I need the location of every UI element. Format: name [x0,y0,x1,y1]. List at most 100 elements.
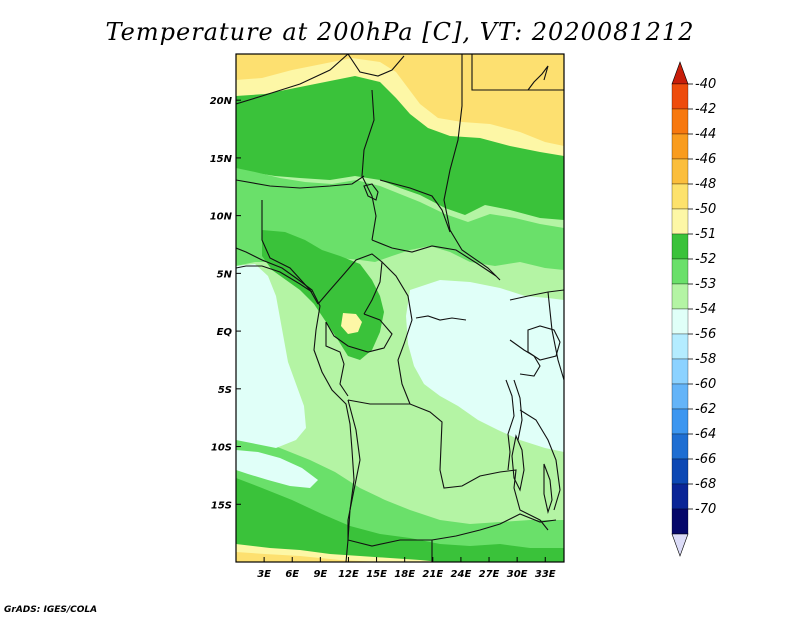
colorbar-label: -64 [695,427,716,442]
colorbar-label: -70 [695,502,716,517]
colorbar-swatch [671,183,689,210]
lon-tick-label: 6E [285,569,299,580]
colorbar-swatch [671,308,689,335]
border-drc-n [381,261,413,405]
temperature-field [236,54,564,562]
lat-tick-label: 15S [211,500,232,511]
lon-tick-label: 3E [257,569,271,580]
border-cameroon [317,253,383,315]
field-warm-south [236,552,380,562]
colorbar-label: -44 [695,127,716,142]
red-sea-coast [527,65,549,91]
field-darkgreen-south [236,478,564,562]
colorbar-swatch [671,433,689,460]
colorbar-label: -68 [695,477,716,492]
congo-river [415,315,467,321]
field-cyan-west [236,264,306,448]
colorbar-label: -40 [695,77,716,92]
lon-tick-label: 21E [422,569,443,580]
credit-text: GrADS: IGES/COLA [4,605,97,615]
colorbar-label: -52 [695,252,716,267]
field-cyan-southwest [236,450,318,488]
colorbar-label: -48 [695,177,716,192]
colorbar-bottom-triangle [671,533,689,557]
colorbar-swatch [671,333,689,360]
colorbar-swatch [671,408,689,435]
colorbar-label: -46 [695,152,716,167]
colorbar-top-triangle [671,61,689,85]
border-rwanda [509,339,541,377]
lake-tanganyika [511,434,525,492]
colorbar-label: -56 [695,327,716,342]
lat-tick-label: EQ [217,327,233,338]
colorbar-swatch [671,383,689,410]
colorbar: -40 -42 -44 -46 -48 -50 -51 -52 -53 -54 -56 -58 -60 -… [671,61,716,557]
lon-tick-label: 27E [479,569,500,580]
border-drc-s [347,399,549,531]
latitude-axis: 20N 15N 10N 5N EQ 5S 10S 15S [210,96,241,511]
colorbar-swatch [671,108,689,135]
border-uganda [509,289,564,301]
border-north-b [347,54,405,77]
border-kenya [547,291,564,381]
colorbar-swatch [671,133,689,160]
colorbar-label: -66 [695,452,716,467]
lake-malawi [543,463,553,515]
border-nigeria [261,200,319,305]
field-pale-spot [341,313,362,334]
colorbar-label: -42 [695,102,716,117]
border-lake-east-2 [513,379,523,441]
lon-tick-label: 33E [535,569,556,580]
colorbar-swatch [671,283,689,310]
colorbar-swatch [671,258,689,285]
colorbar-label: -51 [695,227,716,242]
border-car [371,239,497,277]
lat-tick-label: 20N [210,96,233,107]
colorbar-swatch [671,208,689,235]
lat-tick-label: 5S [218,385,232,396]
field-cyan-east [406,280,564,452]
border-zambia [431,513,557,541]
border-chad-w [361,89,377,241]
border-chad-e [379,179,451,233]
border-congo [325,313,393,353]
lon-tick-label: 9E [313,569,327,580]
border-gabon [325,322,349,397]
colorbar-swatch [671,358,689,385]
longitude-axis: 3E 6E 9E 12E 15E 18E 21E 24E 27E 30E 33E [257,557,556,580]
border-north-c [443,54,501,281]
lon-tick-label: 15E [366,569,387,580]
colorbar-swatch [671,83,689,110]
border-north-d [471,54,564,91]
colorbar-label: -60 [695,377,716,392]
lon-tick-label: 18E [394,569,415,580]
colorbar-swatch [671,458,689,485]
colorbar-label: -50 [695,202,716,217]
colorbar-swatch [671,233,689,260]
map-title: Temperature at 200hPa [C], VT: 202008121… [106,18,695,46]
country-borders [236,54,564,562]
border-niger [236,175,365,189]
lat-tick-label: 15N [210,154,233,165]
lake-victoria [527,325,561,361]
lake-chad [363,183,379,201]
lat-tick-label: 10S [211,443,232,454]
colorbar-label: -53 [695,277,716,292]
border-north-a [236,54,349,105]
coast-west [236,247,355,562]
colorbar-swatch [671,158,689,185]
lon-tick-label: 30E [507,569,528,580]
field-midgreen-central [236,168,564,270]
colorbar-swatch [671,483,689,510]
colorbar-label: -54 [695,302,716,317]
field-darkgreen-north [236,76,564,220]
border-tanzania [519,409,561,511]
lon-tick-label: 24E [451,569,472,580]
coast-bight [236,265,313,293]
lon-tick-label: 12E [338,569,359,580]
plot-frame [235,53,565,563]
colorbar-label: -62 [695,402,716,417]
colorbar-label: -58 [695,352,716,367]
border-angola [347,399,433,562]
